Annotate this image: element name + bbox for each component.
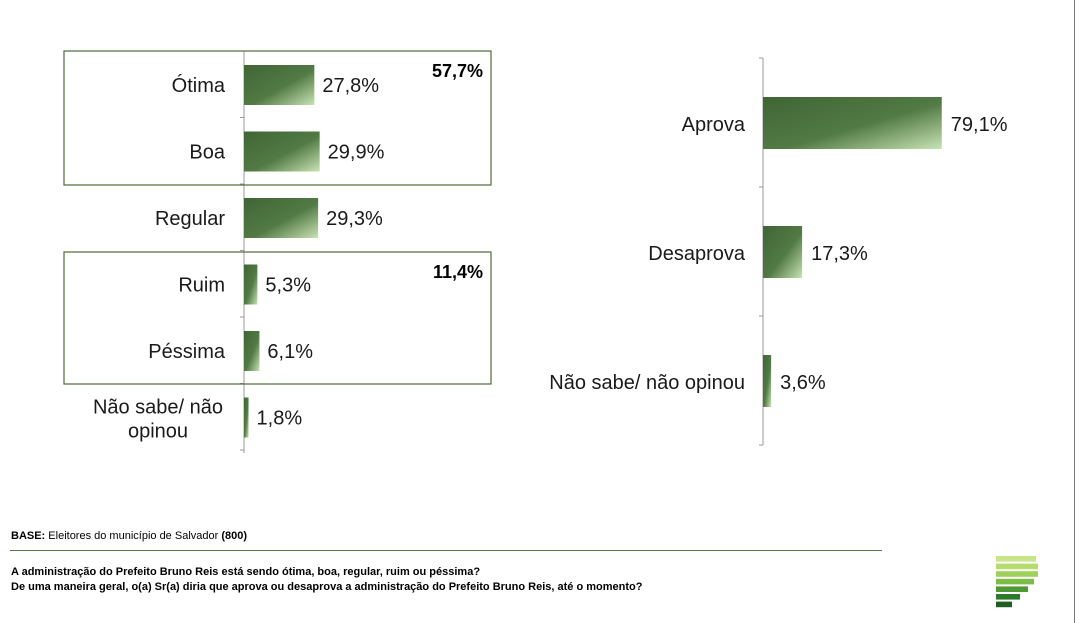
bar-nao-sabe-nao-opinou <box>244 397 249 438</box>
base-text: Eleitores do município de Salvador <box>45 530 222 542</box>
value-label-nao-sabe-nao-opinou: 3,6% <box>780 372 826 394</box>
value-label-pessima: 6,1% <box>267 341 313 363</box>
bar-pessima <box>244 331 260 371</box>
logo-bar <box>996 601 1012 608</box>
category-label-aprova: Aprova <box>682 114 746 136</box>
bar-regular <box>244 198 319 238</box>
group-box-1 <box>63 50 492 186</box>
category-label-pessima: Péssima <box>148 341 226 363</box>
category-label-boa: Boa <box>189 142 225 164</box>
group-total-label: 57,7% <box>432 61 483 81</box>
bar-otima <box>244 65 315 105</box>
bar-ruim <box>244 264 258 305</box>
logo-bar <box>996 571 1038 577</box>
logo-bar <box>996 563 1038 570</box>
value-label-otima: 27,8% <box>322 75 379 97</box>
logo-bar <box>996 594 1020 600</box>
logo-bar <box>996 578 1034 585</box>
group-box-2 <box>63 251 492 385</box>
category-label-ruim: Ruim <box>178 275 225 297</box>
value-label-boa: 29,9% <box>328 142 385 164</box>
logo-bars-icon <box>996 556 1038 608</box>
category-label-nao-sabe-nao-opinou: Não sabe/ não opinou <box>549 372 745 394</box>
question-2: De uma maneira geral, o(a) Sr(a) diria q… <box>11 581 643 593</box>
approval-chart: 79,1% Aprova 17,3% Desaprova 3,6% Não sabe/ n… <box>549 57 1008 446</box>
question-1: A administração do Prefeito Bruno Reis e… <box>11 566 481 578</box>
value-label-ruim: 5,3% <box>265 275 311 297</box>
logo-bar <box>996 556 1036 562</box>
base-prefix: BASE: <box>11 530 46 542</box>
group-total-label: 11,4% <box>433 262 483 282</box>
value-label-regular: 29,3% <box>326 208 383 230</box>
value-label-aprova: 79,1% <box>951 114 1008 136</box>
page-edge-line <box>1074 0 1075 623</box>
rating-chart: 27,8% Ótima 29,9% Boa 29,3% Regular 5,3% Ruim 6,… <box>63 50 492 453</box>
category-label-desaprova: Desaprova <box>648 243 746 265</box>
bar-boa <box>244 131 320 172</box>
bar-aprova <box>763 97 942 149</box>
bar-desaprova <box>763 226 803 278</box>
footer-divider <box>10 550 882 551</box>
category-label-regular: Regular <box>155 208 225 230</box>
value-label-desaprova: 17,3% <box>811 243 868 265</box>
logo-bar <box>996 586 1028 592</box>
category-label-nao-sabe-nao-opinou: Não sabe/ não <box>93 397 223 419</box>
category-label-nao-sabe-nao-opinou: opinou <box>128 421 188 443</box>
category-label-otima: Ótima <box>172 74 226 97</box>
value-label-nao-sabe-nao-opinou: 1,8% <box>257 408 303 430</box>
bar-nao-sabe-nao-opinou <box>763 355 772 407</box>
base-count: (800) <box>221 530 248 542</box>
base-note: BASE: Eleitores do município de Salvador… <box>11 530 247 542</box>
